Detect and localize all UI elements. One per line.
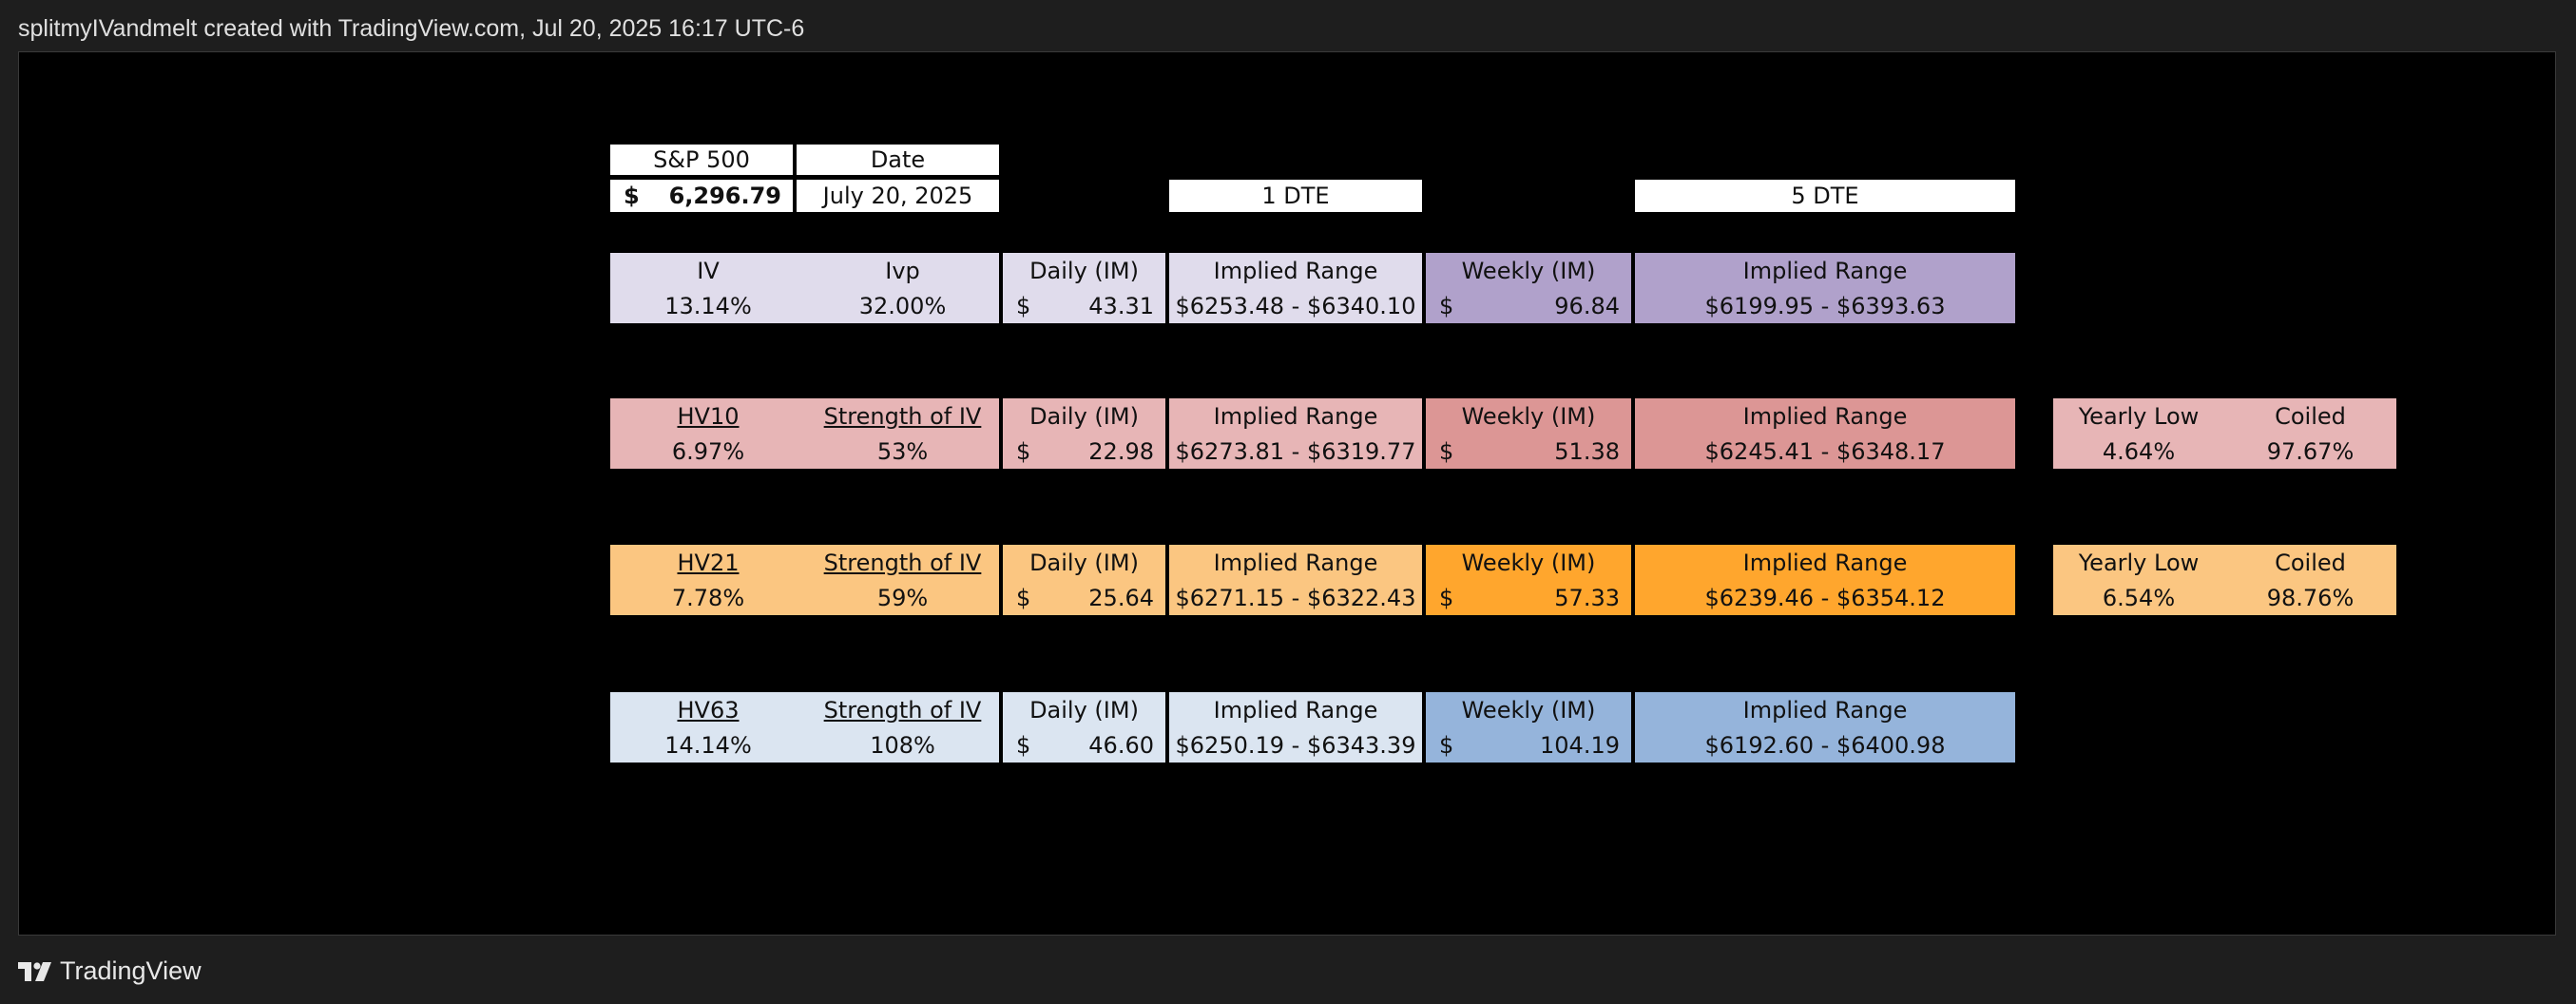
hv10-strength-header: Strength of IV bbox=[806, 398, 999, 434]
iv-daily-amount: 43.31 bbox=[1088, 292, 1154, 319]
hv21-value: 7.78% bbox=[610, 580, 806, 615]
hv63-daily-header: Daily (IM) bbox=[1003, 692, 1165, 727]
iv-weekly-range: $6199.95 - $6393.63 bbox=[1635, 288, 2015, 323]
hv21-coiled-header: Coiled bbox=[2224, 545, 2396, 580]
hv21-daily-value: $ 25.64 bbox=[1003, 580, 1165, 615]
hv21-weekly-header: Weekly (IM) bbox=[1426, 545, 1631, 580]
attribution-text: splitmyIVandmelt created with TradingVie… bbox=[18, 15, 805, 42]
hv10-strength-value: 53% bbox=[806, 434, 999, 469]
hv63-weekly-header: Weekly (IM) bbox=[1426, 692, 1631, 727]
dte1-label: 1 DTE bbox=[1169, 180, 1422, 212]
iv-weekly-value: $ 96.84 bbox=[1426, 288, 1631, 323]
currency-symbol: $ bbox=[1016, 731, 1031, 759]
hv10-header: HV10 bbox=[610, 398, 806, 434]
currency-symbol: $ bbox=[1439, 584, 1454, 611]
hv10-daily-range-header: Implied Range bbox=[1169, 398, 1422, 434]
currency-symbol: $ bbox=[1439, 437, 1454, 465]
spx-currency: $ bbox=[624, 183, 640, 209]
spx-price: 6,296.79 bbox=[668, 183, 781, 209]
currency-symbol: $ bbox=[1439, 292, 1454, 319]
iv-header: IV bbox=[610, 253, 806, 288]
hv10-daily-value: $ 22.98 bbox=[1003, 434, 1165, 469]
chart-canvas[interactable]: S&P 500 Date $ 6,296.79 July 20, 2025 1 … bbox=[18, 51, 2556, 936]
ivp-header: Ivp bbox=[806, 253, 999, 288]
hv10-weekly-amount: 51.38 bbox=[1554, 437, 1620, 465]
hv21-yearly-low-header: Yearly Low bbox=[2053, 545, 2224, 580]
hv21-weekly-amount: 57.33 bbox=[1554, 584, 1620, 611]
hv63-value: 14.14% bbox=[610, 727, 806, 763]
ivp-value: 32.00% bbox=[806, 288, 999, 323]
hv63-strength-value: 108% bbox=[806, 727, 999, 763]
hv21-weekly-range: $6239.46 - $6354.12 bbox=[1635, 580, 2015, 615]
currency-symbol: $ bbox=[1016, 437, 1031, 465]
hv10-weekly-range-header: Implied Range bbox=[1635, 398, 2015, 434]
date-label: Date bbox=[797, 145, 999, 175]
hv10-weekly-value: $ 51.38 bbox=[1426, 434, 1631, 469]
top-bar: splitmyIVandmelt created with TradingVie… bbox=[0, 0, 2576, 53]
hv10-daily-amount: 22.98 bbox=[1088, 437, 1154, 465]
hv10-yearly-low-value: 4.64% bbox=[2053, 434, 2224, 469]
spx-value: $ 6,296.79 bbox=[610, 180, 793, 212]
hv63-weekly-range-header: Implied Range bbox=[1635, 692, 2015, 727]
hv63-daily-range-header: Implied Range bbox=[1169, 692, 1422, 727]
hv10-daily-range: $6273.81 - $6319.77 bbox=[1169, 434, 1422, 469]
hv21-daily-range-header: Implied Range bbox=[1169, 545, 1422, 580]
currency-symbol: $ bbox=[1016, 584, 1031, 611]
hv63-weekly-range: $6192.60 - $6400.98 bbox=[1635, 727, 2015, 763]
iv-daily-value: $ 43.31 bbox=[1003, 288, 1165, 323]
hv63-daily-amount: 46.60 bbox=[1088, 731, 1154, 759]
iv-weekly-range-header: Implied Range bbox=[1635, 253, 2015, 288]
hv21-daily-amount: 25.64 bbox=[1088, 584, 1154, 611]
tradingview-logo-icon bbox=[18, 961, 51, 981]
currency-symbol: $ bbox=[1439, 731, 1454, 759]
hv63-weekly-value: $ 104.19 bbox=[1426, 727, 1631, 763]
hv63-strength-header: Strength of IV bbox=[806, 692, 999, 727]
iv-daily-range: $6253.48 - $6340.10 bbox=[1169, 288, 1422, 323]
hv21-weekly-range-header: Implied Range bbox=[1635, 545, 2015, 580]
hv63-weekly-amount: 104.19 bbox=[1540, 731, 1620, 759]
hv21-header: HV21 bbox=[610, 545, 806, 580]
hv21-strength-header: Strength of IV bbox=[806, 545, 999, 580]
hv21-coiled-value: 98.76% bbox=[2224, 580, 2396, 615]
hv21-daily-header: Daily (IM) bbox=[1003, 545, 1165, 580]
iv-daily-range-header: Implied Range bbox=[1169, 253, 1422, 288]
hv21-yearly-low-value: 6.54% bbox=[2053, 580, 2224, 615]
currency-symbol: $ bbox=[1016, 292, 1031, 319]
hv10-weekly-header: Weekly (IM) bbox=[1426, 398, 1631, 434]
hv10-coiled-header: Coiled bbox=[2224, 398, 2396, 434]
iv-weekly-amount: 96.84 bbox=[1554, 292, 1620, 319]
dte5-label: 5 DTE bbox=[1635, 180, 2015, 212]
hv63-header: HV63 bbox=[610, 692, 806, 727]
hv10-yearly-low-header: Yearly Low bbox=[2053, 398, 2224, 434]
date-value: July 20, 2025 bbox=[797, 180, 999, 212]
tradingview-logo[interactable]: TradingView bbox=[18, 956, 202, 986]
hv10-value: 6.97% bbox=[610, 434, 806, 469]
hv10-weekly-range: $6245.41 - $6348.17 bbox=[1635, 434, 2015, 469]
iv-value: 13.14% bbox=[610, 288, 806, 323]
bottom-bar bbox=[0, 937, 2576, 1004]
spx-label: S&P 500 bbox=[610, 145, 793, 175]
hv63-daily-value: $ 46.60 bbox=[1003, 727, 1165, 763]
hv63-daily-range: $6250.19 - $6343.39 bbox=[1169, 727, 1422, 763]
iv-weekly-header: Weekly (IM) bbox=[1426, 253, 1631, 288]
iv-daily-header: Daily (IM) bbox=[1003, 253, 1165, 288]
hv21-daily-range: $6271.15 - $6322.43 bbox=[1169, 580, 1422, 615]
hv21-strength-value: 59% bbox=[806, 580, 999, 615]
hv21-weekly-value: $ 57.33 bbox=[1426, 580, 1631, 615]
hv10-daily-header: Daily (IM) bbox=[1003, 398, 1165, 434]
hv10-coiled-value: 97.67% bbox=[2224, 434, 2396, 469]
tradingview-brand: TradingView bbox=[60, 956, 202, 985]
